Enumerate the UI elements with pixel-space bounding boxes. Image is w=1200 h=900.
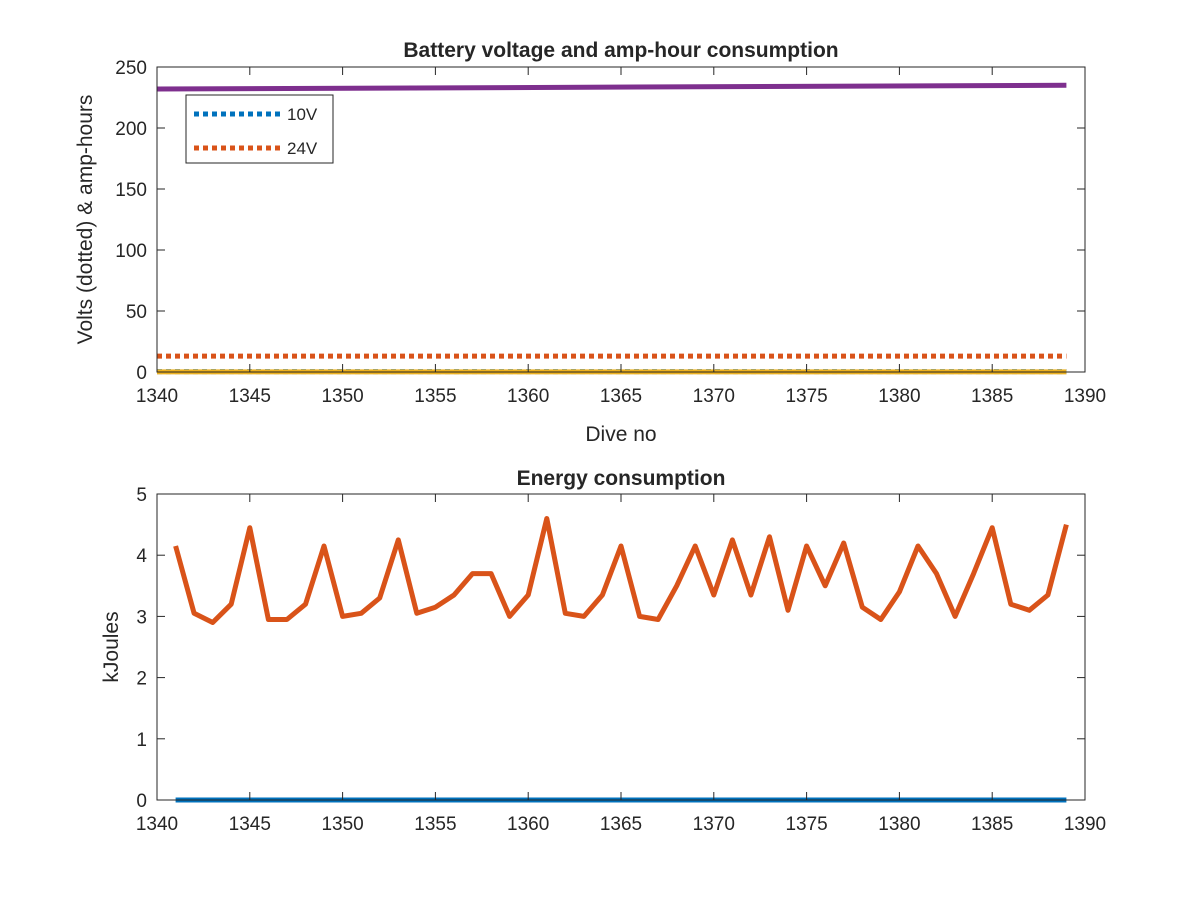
legend-label: 10V: [287, 105, 318, 124]
x-tick-label: 1365: [600, 814, 642, 835]
y-tick-label: 50: [126, 302, 147, 323]
y-tick-label: 5: [136, 485, 147, 506]
x-tick-label: 1355: [414, 814, 456, 835]
y-tick-label: 0: [136, 363, 147, 384]
x-tick-label: 1350: [321, 814, 363, 835]
y-tick-label: 4: [136, 546, 147, 567]
x-tick-label: 1375: [785, 386, 827, 407]
x-tick-label: 1380: [878, 386, 920, 407]
y-tick-label: 1: [136, 730, 147, 751]
chart-0-xlabel: Dive no: [585, 423, 656, 446]
x-tick-label: 1340: [136, 814, 178, 835]
x-tick-label: 1370: [693, 386, 735, 407]
x-tick-label: 1375: [785, 814, 827, 835]
x-tick-label: 1380: [878, 814, 920, 835]
y-tick-label: 150: [115, 180, 147, 201]
x-tick-label: 1350: [321, 386, 363, 407]
chart-1-title: Energy consumption: [517, 467, 726, 490]
series-line-chart1-series-1: [173, 516, 1069, 625]
chart-0-legend: 10V 24V: [185, 94, 334, 164]
x-tick-label: 1355: [414, 386, 456, 407]
x-tick-label: 1390: [1064, 814, 1106, 835]
x-tick-label: 1360: [507, 814, 549, 835]
chart-0-ylabel: Volts (dotted) & amp-hours: [74, 95, 97, 345]
x-tick-label: 1365: [600, 386, 642, 407]
x-tick-label: 1360: [507, 386, 549, 407]
legend-box: [185, 94, 334, 164]
energy-consumption-chart: 1340 1345 1350 1355 1360 1365 1370 1375 1380 1385…: [100, 467, 1106, 835]
x-tick-label: 1390: [1064, 386, 1106, 407]
legend-label: 24V: [287, 139, 318, 158]
x-tick-label: 1385: [971, 814, 1013, 835]
chart-0-title: Battery voltage and amp-hour consumption: [403, 39, 838, 62]
chart-1-ylabel: kJoules: [100, 611, 123, 682]
x-tick-label: 1340: [136, 386, 178, 407]
y-tick-label: 200: [115, 119, 147, 140]
chart-0-tick-layer: 1340 1345 1350 1355 1360 1365 1370 1375 1380 1385…: [115, 58, 1106, 407]
y-tick-label: 0: [136, 791, 147, 812]
y-tick-label: 2: [136, 669, 147, 690]
y-tick-label: 100: [115, 241, 147, 262]
battery-voltage-chart: 1340 1345 1350 1355 1360 1365 1370 1375 1380 1385…: [74, 39, 1106, 446]
x-tick-label: 1385: [971, 386, 1013, 407]
y-tick-label: 3: [136, 607, 147, 628]
x-tick-label: 1345: [229, 814, 271, 835]
x-tick-label: 1345: [229, 386, 271, 407]
series-line-chart0-series-3: [156, 82, 1067, 92]
y-tick-label: 250: [115, 58, 147, 79]
chart-1-tick-layer: 1340 1345 1350 1355 1360 1365 1370 1375 1380 1385…: [136, 485, 1106, 835]
x-tick-label: 1370: [693, 814, 735, 835]
